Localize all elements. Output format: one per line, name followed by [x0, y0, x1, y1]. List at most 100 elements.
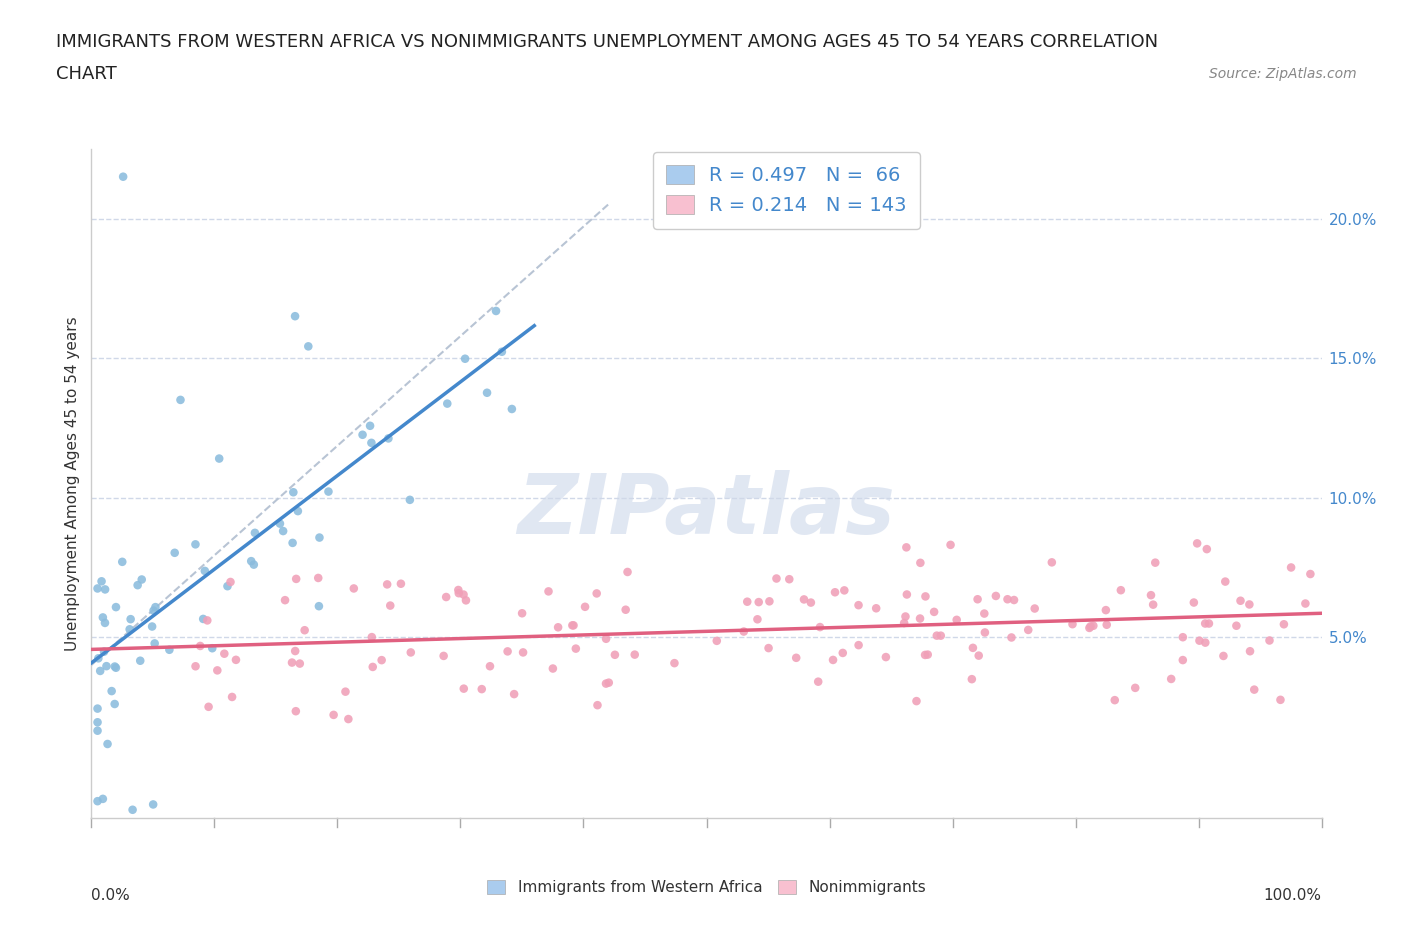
- Point: [537, 584, 560, 599]
- Point: [565, 641, 588, 656]
- Point: [361, 659, 384, 674]
- Point: [121, 803, 143, 817]
- Point: [225, 653, 247, 668]
- Point: [910, 555, 932, 570]
- Point: [747, 612, 769, 627]
- Point: [184, 537, 207, 551]
- Point: [1195, 541, 1218, 556]
- Point: [207, 663, 229, 678]
- Point: [997, 591, 1019, 606]
- Point: [141, 619, 163, 634]
- Point: [375, 577, 398, 591]
- Point: [104, 660, 127, 675]
- Point: [735, 594, 758, 609]
- Point: [284, 309, 307, 324]
- Point: [512, 645, 534, 660]
- Point: [1171, 630, 1194, 644]
- Point: [343, 581, 366, 596]
- Point: [908, 611, 931, 626]
- Point: [288, 657, 311, 671]
- Point: [377, 431, 399, 445]
- Point: [595, 631, 617, 646]
- Point: [89, 663, 111, 678]
- Point: [87, 651, 110, 666]
- Point: [574, 599, 596, 614]
- Point: [157, 643, 180, 658]
- Point: [294, 623, 316, 638]
- Legend: Immigrants from Western Africa, Nonimmigrants: Immigrants from Western Africa, Nonimmig…: [481, 874, 932, 901]
- Point: [287, 504, 309, 519]
- Point: [360, 435, 382, 450]
- Point: [875, 650, 897, 665]
- Point: [973, 606, 995, 621]
- Point: [541, 661, 564, 676]
- Point: [447, 582, 470, 597]
- Point: [208, 451, 231, 466]
- Point: [821, 653, 844, 668]
- Point: [86, 793, 108, 808]
- Point: [297, 339, 319, 353]
- Point: [962, 641, 984, 656]
- Point: [1080, 619, 1102, 634]
- Point: [104, 600, 127, 615]
- Point: [586, 698, 609, 712]
- Point: [447, 586, 470, 601]
- Point: [221, 689, 243, 704]
- Point: [491, 344, 513, 359]
- Point: [603, 647, 626, 662]
- Point: [281, 536, 304, 551]
- Point: [623, 647, 645, 662]
- Point: [966, 591, 988, 606]
- Point: [86, 581, 108, 596]
- Point: [939, 538, 962, 552]
- Point: [865, 601, 887, 616]
- Point: [399, 492, 422, 507]
- Point: [1140, 588, 1163, 603]
- Point: [145, 600, 167, 615]
- Point: [706, 633, 728, 648]
- Point: [118, 622, 141, 637]
- Text: Source: ZipAtlas.com: Source: ZipAtlas.com: [1209, 67, 1357, 81]
- Point: [1294, 596, 1316, 611]
- Text: IMMIGRANTS FROM WESTERN AFRICA VS NONIMMIGRANTS UNEMPLOYMENT AMONG AGES 45 TO 54: IMMIGRANTS FROM WESTERN AFRICA VS NONIMM…: [56, 33, 1159, 50]
- Point: [131, 572, 153, 587]
- Point: [219, 575, 242, 590]
- Point: [922, 604, 945, 619]
- Point: [896, 587, 918, 602]
- Point: [1062, 617, 1084, 631]
- Point: [503, 686, 526, 701]
- Point: [111, 554, 134, 569]
- Point: [195, 613, 218, 628]
- Point: [1229, 593, 1251, 608]
- Point: [352, 427, 374, 442]
- Point: [914, 589, 936, 604]
- Point: [945, 613, 967, 628]
- Point: [785, 650, 807, 665]
- Point: [112, 169, 135, 184]
- Point: [308, 599, 330, 614]
- Point: [1109, 583, 1132, 598]
- Point: [1194, 616, 1216, 631]
- Point: [1299, 566, 1322, 581]
- Point: [748, 594, 770, 609]
- Point: [778, 572, 800, 587]
- Point: [201, 641, 224, 656]
- Point: [1123, 681, 1146, 696]
- Y-axis label: Unemployment Among Ages 45 to 54 years: Unemployment Among Ages 45 to 54 years: [65, 316, 80, 651]
- Point: [848, 638, 870, 653]
- Point: [243, 557, 266, 572]
- Point: [808, 619, 831, 634]
- Point: [585, 586, 607, 601]
- Point: [389, 577, 412, 591]
- Point: [501, 402, 523, 417]
- Point: [284, 644, 307, 658]
- Point: [967, 648, 990, 663]
- Point: [100, 684, 122, 698]
- Point: [765, 571, 787, 586]
- Point: [598, 675, 620, 690]
- Point: [1194, 635, 1216, 650]
- Point: [86, 724, 108, 738]
- Point: [562, 618, 585, 632]
- Point: [664, 656, 686, 671]
- Point: [193, 612, 215, 627]
